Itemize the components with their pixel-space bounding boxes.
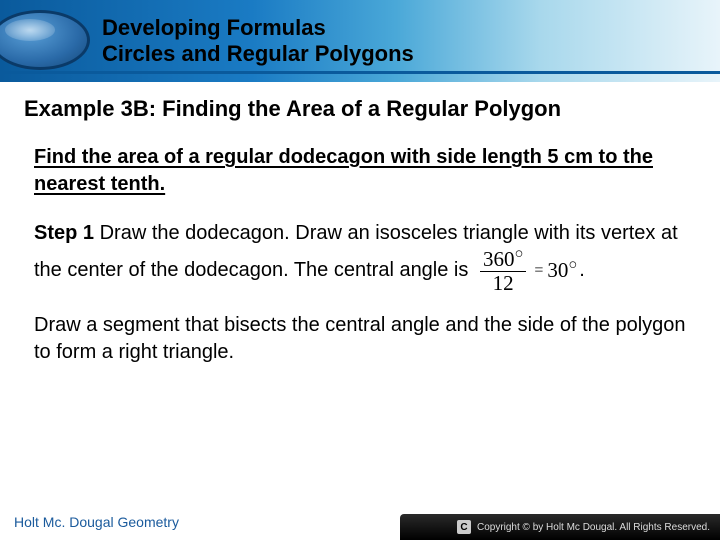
paragraph-2: Draw a segment that bisects the central …: [34, 312, 686, 366]
equals-sign: =: [534, 260, 543, 282]
fraction: 360○12: [480, 247, 526, 294]
result-value: 30○: [547, 256, 577, 284]
step-1-text-after: .: [579, 259, 585, 281]
step-1: Step 1 Draw the dodecagon. Draw an isosc…: [34, 220, 686, 294]
footer-left-text: Holt Mc. Dougal Geometry: [14, 514, 179, 530]
slide-header: Developing Formulas Circles and Regular …: [0, 0, 720, 82]
step-1-label: Step 1: [34, 222, 94, 244]
footer-copyright-bar: C Copyright © by Holt Mc Dougal. All Rig…: [400, 514, 720, 540]
header-title-line2: Circles and Regular Polygons: [102, 41, 414, 67]
degree-symbol: ○: [514, 246, 523, 262]
problem-prompt: Find the area of a regular dodecagon wit…: [34, 144, 686, 198]
header-oval-decoration: [0, 10, 90, 70]
central-angle-expression: 360○12 =30○: [476, 247, 577, 294]
degree-symbol: ○: [568, 257, 577, 273]
fraction-denominator: 12: [493, 272, 514, 294]
header-titles: Developing Formulas Circles and Regular …: [102, 15, 414, 68]
content-area: Find the area of a regular dodecagon wit…: [34, 144, 686, 366]
header-title-line1: Developing Formulas: [102, 15, 414, 41]
footer-copyright-text: Copyright © by Holt Mc Dougal. All Right…: [477, 522, 710, 533]
header-underline: [0, 71, 720, 74]
example-title: Example 3B: Finding the Area of a Regula…: [24, 96, 696, 122]
copyright-icon: C: [457, 520, 471, 534]
fraction-numerator: 360○: [480, 247, 526, 272]
